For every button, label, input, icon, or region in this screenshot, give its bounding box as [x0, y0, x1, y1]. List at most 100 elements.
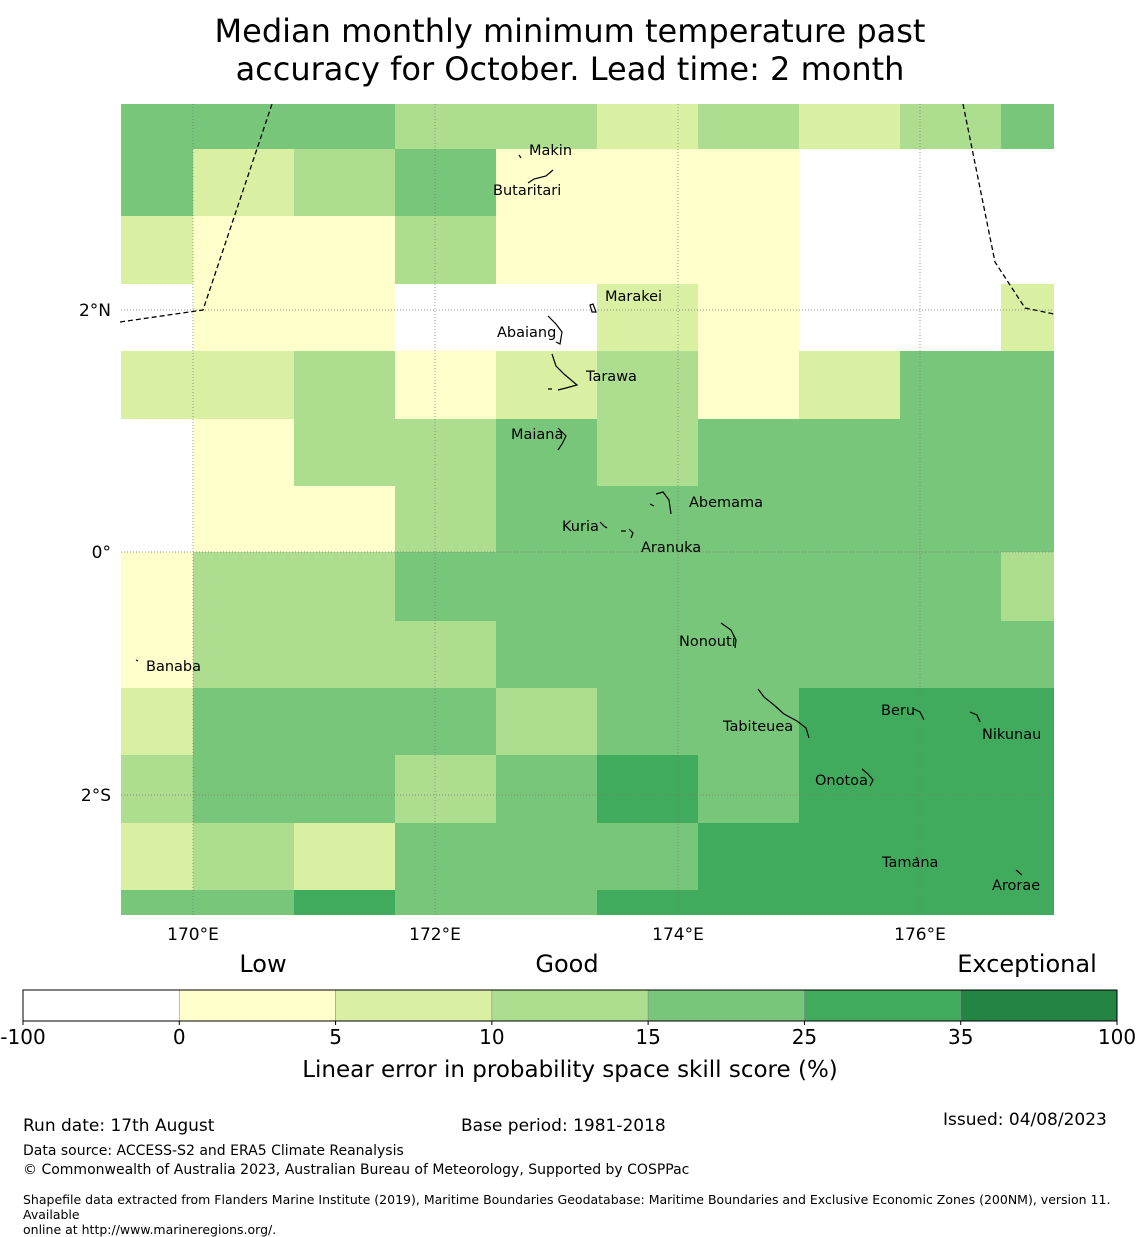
place-label-tabiteuea: Tabiteuea [722, 719, 793, 735]
grid-cell [900, 688, 1001, 755]
grid-cell [294, 688, 395, 755]
grid-cell [1001, 688, 1054, 755]
grid-cell [193, 486, 294, 552]
place-label-nikunau: Nikunau [982, 727, 1041, 743]
grid-cell [395, 104, 496, 149]
grid-cell [698, 890, 799, 915]
grid-cell [496, 149, 597, 216]
grid-cell [294, 552, 395, 621]
grid-cell [121, 419, 193, 486]
legend-category-label: Exceptional [957, 950, 1097, 978]
eez-boundary-east [962, 103, 1055, 315]
grid-cell [698, 104, 799, 149]
grid-cell [698, 823, 799, 890]
grid-cell [496, 688, 597, 755]
place-labels: Makin Butaritari Marakei Abaiang Tarawa Maian… [146, 143, 1041, 894]
grid-cell [193, 755, 294, 823]
grid-cell [294, 419, 395, 486]
longitude-label: 170°E [167, 925, 219, 945]
legend-tick-label: 100 [1098, 1025, 1136, 1049]
grid-cell [698, 351, 799, 419]
grid-cell [294, 284, 395, 351]
grid-cell [900, 621, 1001, 688]
grid-cell [799, 755, 900, 823]
grid-cell [799, 621, 900, 688]
grid-cell [294, 486, 395, 552]
grid-cell [496, 486, 597, 552]
grid-cell [597, 149, 698, 216]
grid-cell [900, 755, 1001, 823]
grid-cell [395, 149, 496, 216]
copyright: © Commonwealth of Australia 2023, Austra… [23, 1162, 690, 1178]
grid-cell [799, 216, 900, 284]
place-label-abemama: Abemama [689, 495, 763, 511]
longitude-label: 176°E [894, 925, 946, 945]
grid-cell [496, 351, 597, 419]
legend-tick-label: 15 [635, 1025, 660, 1049]
grid-cell [597, 823, 698, 890]
eez-boundary-west [119, 103, 273, 323]
title-line-1: Median monthly minimum temperature past [214, 12, 926, 50]
legend-tick-label: 25 [792, 1025, 817, 1049]
grid-cell [799, 149, 900, 216]
grid-cell [597, 486, 698, 552]
grid-cell [900, 823, 1001, 890]
grid-cell [395, 755, 496, 823]
place-label-beru: Beru [881, 703, 915, 719]
grid-cell [900, 890, 1001, 915]
grid-cell [294, 890, 395, 915]
legend-tick-label: 10 [479, 1025, 504, 1049]
grid-cell [900, 552, 1001, 621]
grid-cell [1001, 621, 1054, 688]
grid-cell [395, 216, 496, 284]
place-label-tamana: Tamana [881, 855, 938, 871]
grid-cell [698, 216, 799, 284]
grid-cell [597, 688, 698, 755]
grid-cell [1001, 216, 1054, 284]
island-nikunau [969, 711, 981, 723]
island-marakei [589, 303, 597, 313]
place-label-abaiang: Abaiang [497, 325, 556, 341]
grid-cell [698, 284, 799, 351]
grid-cell [799, 104, 900, 149]
place-label-butaritari: Butaritari [493, 183, 561, 199]
legend-tick-label: 5 [329, 1025, 342, 1049]
grid-cell [799, 284, 900, 351]
grid-cell [395, 823, 496, 890]
island-tabiteuea [757, 688, 810, 739]
grid-cell [1001, 823, 1054, 890]
island-arorae [1015, 869, 1023, 876]
grid-cell [597, 284, 698, 351]
island-kuria [599, 521, 608, 529]
grid-cell [900, 486, 1001, 552]
island-aranuka [621, 528, 634, 539]
grid-cell [799, 351, 900, 419]
grid-cell [193, 351, 294, 419]
longitude-label: 174°E [652, 925, 704, 945]
grid-cell [698, 419, 799, 486]
latitude-label: 2°N [79, 301, 111, 321]
grid-cell [121, 552, 193, 621]
grid-cell [496, 419, 597, 486]
grid-cell [799, 419, 900, 486]
grid-cell [1001, 419, 1054, 486]
place-label-onotoa: Onotoa [815, 773, 868, 789]
legend-swatch [22, 989, 180, 1022]
latitude-label: 0° [92, 543, 111, 563]
grid-cell [395, 284, 496, 351]
grid-cell [799, 890, 900, 915]
place-label-tarawa: Tarawa [585, 369, 637, 385]
grid-cell [900, 284, 1001, 351]
grid-cell [496, 890, 597, 915]
grid-cell [900, 216, 1001, 284]
island-onotoa [861, 768, 874, 787]
island-banaba [135, 659, 139, 662]
grid-cell [900, 351, 1001, 419]
grid-cell [496, 104, 597, 149]
grid-cell [121, 104, 193, 149]
grid-cell [294, 621, 395, 688]
grid-cell [395, 351, 496, 419]
grid-cell [395, 890, 496, 915]
place-label-marakei: Marakei [605, 289, 662, 305]
place-label-kuria: Kuria [562, 519, 599, 535]
